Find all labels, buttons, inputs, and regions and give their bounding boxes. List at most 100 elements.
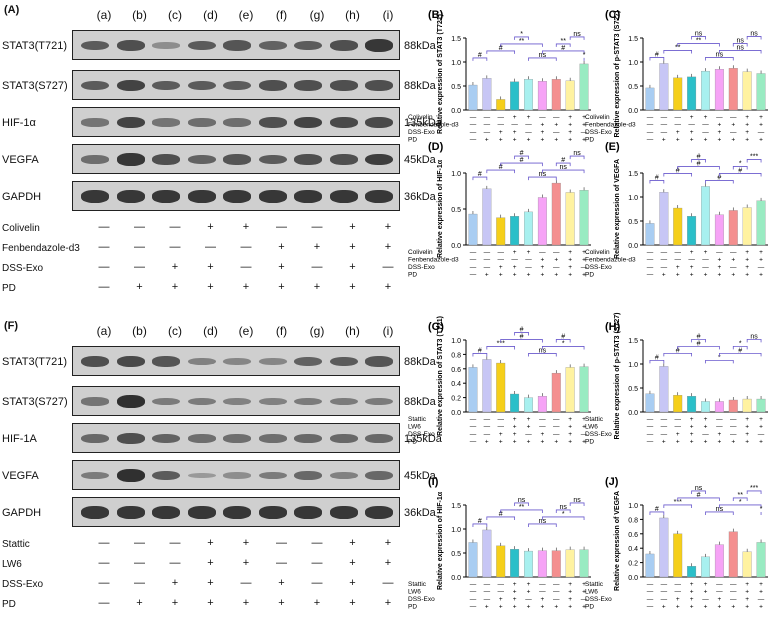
chart-0-condition-label: Colivelin — [408, 114, 433, 121]
chart-5-condition-mark: + — [745, 416, 749, 423]
chart-5-bar — [701, 401, 710, 413]
chart-3-condition-mark: + — [676, 272, 680, 279]
chart-5-condition-label: PD — [585, 439, 594, 446]
chart-4-condition-mark: + — [499, 431, 503, 438]
chart-5-bar — [673, 395, 683, 413]
chart-2-condition-mark: — — [553, 264, 560, 271]
chart-7-significance-bracket — [691, 490, 706, 494]
bottom-lane-header: (e) — [238, 324, 254, 338]
chart-0-condition-mark: — — [497, 122, 504, 129]
top-blot-band — [329, 40, 358, 51]
chart-7-significance-bracket — [718, 504, 762, 508]
chart-2-condition-label: DSS-Exo — [408, 264, 435, 271]
bottom-blot-band — [294, 356, 322, 367]
chart-3-condition-mark: + — [717, 257, 721, 264]
chart-7-significance-bracket — [649, 511, 665, 515]
chart-2-condition-mark: — — [539, 249, 546, 256]
chart-7-condition-mark: + — [690, 581, 694, 588]
chart-6-condition-mark: — — [525, 596, 532, 603]
top-blot-band — [116, 79, 145, 92]
chart-3-condition-mark: + — [745, 249, 749, 256]
bottom-blot-band — [116, 395, 145, 408]
chart-7-significance-bracket — [732, 497, 748, 501]
bottom-blot-band — [187, 472, 216, 479]
chart-0-condition-mark: + — [540, 129, 544, 136]
top-lane-header: (c) — [168, 8, 182, 22]
chart-3-significance-label: # — [655, 174, 659, 181]
chart-5-condition-mark: + — [759, 424, 763, 431]
top-lane-header: (g) — [309, 8, 325, 22]
chart-2-bar — [468, 213, 478, 246]
chart-5-condition-mark: + — [745, 431, 749, 438]
chart-4-condition-mark: — — [470, 424, 477, 431]
chart-4-condition-mark: — — [484, 416, 491, 423]
top-condition-label: Colivelin — [2, 223, 40, 234]
chart-7-bar — [714, 544, 724, 578]
bottom-condition-mark: + — [313, 597, 321, 609]
chart-4-condition-mark: + — [485, 439, 489, 446]
chart-6-significance-label: * — [562, 511, 565, 518]
chart-0-significance-bracket — [555, 43, 571, 47]
chart-1-condition-mark: — — [758, 129, 765, 136]
chart-7-significance-bracket — [705, 511, 734, 515]
chart-4-condition-mark: + — [582, 439, 586, 446]
bottom-blot-band — [329, 397, 358, 406]
chart-4-bar — [524, 397, 533, 413]
chart-1-bar — [756, 73, 766, 111]
chart-2-y-tick-label: 0.0 — [451, 243, 461, 250]
chart-3-bar — [645, 223, 655, 246]
chart-0-condition-mark: — — [511, 122, 518, 129]
chart-5-significance-label: * — [739, 340, 742, 347]
top-blot-band — [187, 40, 216, 51]
chart-0-condition-mark: + — [568, 114, 572, 121]
chart-4-bar — [551, 372, 561, 413]
bottom-condition-mark: + — [349, 557, 356, 569]
chart-4-condition-mark: + — [513, 416, 517, 423]
chart-6-condition-mark: + — [513, 604, 517, 611]
chart-3-condition-mark: — — [716, 249, 723, 256]
chart-1-condition-mark: + — [759, 122, 763, 129]
chart-6-significance-label: # — [478, 518, 482, 525]
chart-6-condition-mark: — — [553, 581, 560, 588]
chart-4-condition-mark: + — [527, 416, 531, 423]
chart-1-condition-mark: — — [730, 114, 737, 121]
chart-7-significance-label: # — [697, 492, 701, 499]
bottom-condition-mark: — — [169, 537, 181, 549]
chart-1-condition-mark: + — [717, 129, 721, 136]
chart-5-condition-mark: — — [730, 424, 737, 431]
chart-7-condition-label: DSS-Exo — [585, 596, 612, 603]
chart-5-condition-mark: — — [674, 416, 681, 423]
chart-3-condition-mark: — — [758, 264, 765, 271]
chart-5-condition-mark: + — [662, 439, 666, 446]
bottom-blot-image — [72, 386, 400, 416]
chart-4-y-tick-label: 0.2 — [451, 396, 461, 403]
chart-0-y-tick-label: 1.0 — [451, 60, 461, 67]
top-blot-band — [152, 154, 180, 165]
chart-7-condition-mark: — — [647, 596, 654, 603]
top-blot-band — [152, 190, 180, 203]
chart-6-y-axis-label: Relative expression of HIF-1α — [437, 491, 444, 590]
bottom-blot-band — [329, 434, 358, 443]
top-blot-band — [116, 40, 145, 51]
chart-1-condition-mark: + — [662, 137, 666, 144]
chart-0-significance-bracket — [528, 57, 557, 61]
top-blot-image — [72, 181, 400, 211]
chart-4-condition-mark: — — [581, 431, 588, 438]
chart-7-condition-mark: + — [690, 589, 694, 596]
top-condition-mark: + — [384, 281, 392, 293]
chart-2-condition-mark: + — [568, 272, 572, 279]
chart-2-bar — [551, 182, 561, 246]
chart-0-condition-label: PD — [408, 137, 417, 144]
chart-3-bar — [714, 214, 724, 246]
chart-6-condition-mark: + — [513, 589, 517, 596]
chart-6-condition-label: DSS-Exo — [408, 596, 435, 603]
chart-1-condition-mark: — — [730, 129, 737, 136]
chart-4-bar — [482, 359, 492, 413]
chart-0-condition-mark: + — [485, 137, 489, 144]
chart-3-condition-mark: — — [647, 257, 654, 264]
top-blot-label: HIF-1α — [2, 117, 36, 129]
chart-6-condition-mark: — — [470, 589, 477, 596]
chart-5-significance-bracket — [663, 353, 693, 357]
chart-4-condition-label: PD — [408, 439, 417, 446]
chart-1-condition-mark: + — [745, 129, 749, 136]
